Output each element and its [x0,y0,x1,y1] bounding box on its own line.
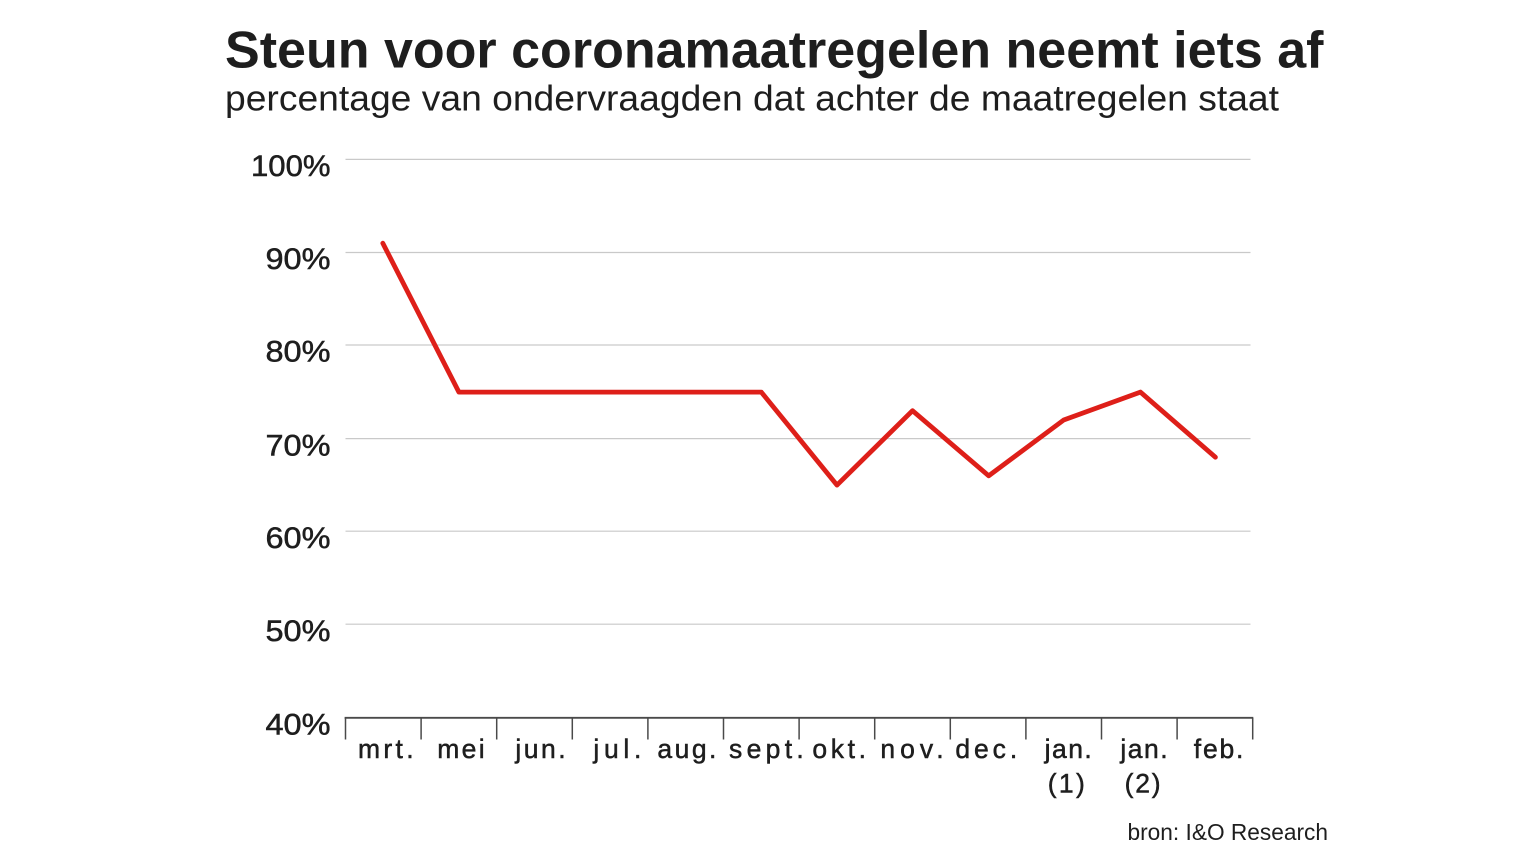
svg-text:80%: 80% [266,336,331,369]
svg-text:70%: 70% [266,429,331,462]
svg-text:50%: 50% [266,615,331,648]
svg-text:(1): (1) [1048,769,1085,799]
svg-text:sept.: sept. [729,734,804,764]
svg-text:90%: 90% [266,243,331,276]
svg-text:(2): (2) [1125,769,1161,799]
svg-text:bron: I&O Research: bron: I&O Research [1128,819,1329,845]
svg-text:jan.: jan. [1119,734,1167,764]
svg-text:feb.: feb. [1194,734,1244,764]
svg-text:mrt.: mrt. [358,734,414,764]
svg-text:Steun voor coronamaatregelen n: Steun voor coronamaatregelen neemt iets … [225,22,1324,80]
svg-text:40%: 40% [266,709,331,742]
svg-text:60%: 60% [266,522,331,555]
svg-text:percentage van ondervraagden d: percentage van ondervraagden dat achter … [225,78,1279,119]
svg-text:okt.: okt. [812,734,866,764]
svg-text:jan.: jan. [1044,734,1092,764]
svg-text:100%: 100% [251,150,331,183]
